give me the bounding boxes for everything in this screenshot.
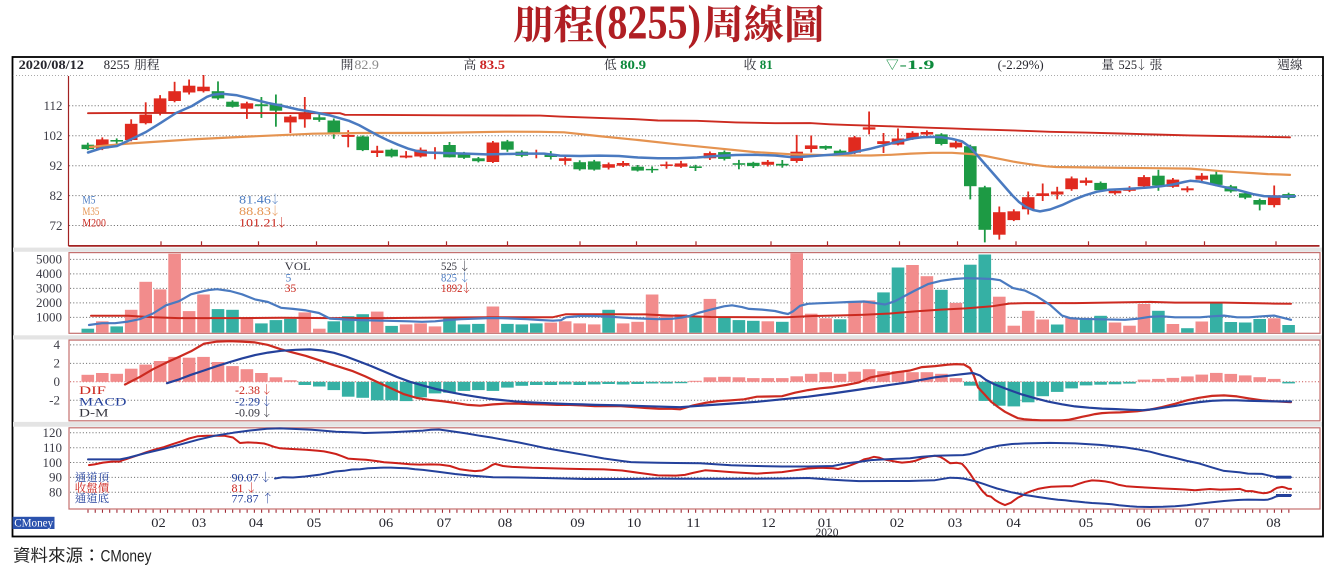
svg-text:102: 102	[43, 128, 63, 143]
svg-text:81: 81	[232, 481, 244, 495]
svg-text:825: 825	[441, 272, 457, 284]
svg-text:82: 82	[50, 188, 63, 203]
svg-text:08: 08	[498, 515, 513, 530]
svg-text:77.87: 77.87	[232, 491, 259, 505]
svg-text:M200: M200	[82, 218, 106, 230]
svg-text:83.5: 83.5	[480, 58, 506, 72]
svg-text:5000: 5000	[36, 252, 62, 267]
svg-text:3000: 3000	[36, 281, 62, 296]
svg-text:(8255): (8255)	[594, 0, 701, 49]
svg-text:110: 110	[43, 440, 62, 455]
svg-text:2: 2	[54, 356, 61, 371]
svg-text:VOL: VOL	[285, 261, 311, 273]
svg-text:88.83: 88.83	[239, 204, 271, 218]
svg-text:(-2.29%): (-2.29%)	[998, 58, 1044, 72]
svg-text:01: 01	[818, 515, 833, 530]
svg-text:81: 81	[760, 58, 773, 72]
svg-text:0: 0	[54, 374, 61, 389]
svg-text:8255: 8255	[104, 58, 130, 72]
svg-text:09: 09	[570, 515, 585, 530]
svg-text:D-M: D-M	[79, 405, 109, 419]
svg-text:35: 35	[285, 283, 297, 295]
svg-text:06: 06	[379, 515, 394, 530]
svg-text:72: 72	[50, 218, 63, 233]
svg-text:DIF: DIF	[79, 383, 106, 397]
svg-text:-2.38: -2.38	[235, 383, 260, 397]
svg-text:2020: 2020	[816, 527, 839, 539]
svg-text:92: 92	[50, 158, 63, 173]
svg-text:M35: M35	[82, 206, 99, 218]
svg-text:1892: 1892	[441, 283, 463, 295]
svg-text:80: 80	[49, 485, 62, 500]
svg-text:2020/08/12: 2020/08/12	[19, 58, 84, 72]
svg-text:5: 5	[286, 272, 292, 284]
svg-text:08: 08	[1266, 515, 1281, 530]
svg-text:03: 03	[948, 515, 963, 530]
svg-text:02: 02	[151, 515, 166, 530]
svg-text:525: 525	[441, 261, 457, 273]
svg-text:M5: M5	[82, 194, 95, 206]
svg-text:CMoney: CMoney	[101, 547, 152, 566]
svg-text:525: 525	[1119, 58, 1138, 72]
svg-text:112: 112	[43, 98, 62, 113]
svg-text:4: 4	[54, 337, 61, 352]
svg-text:82.9: 82.9	[354, 58, 379, 72]
svg-text:2000: 2000	[36, 295, 62, 310]
svg-text:-1.9: -1.9	[900, 58, 935, 72]
svg-text:1000: 1000	[36, 310, 62, 325]
svg-text:04: 04	[249, 515, 264, 530]
svg-text:MACD: MACD	[79, 395, 127, 409]
svg-text:4000: 4000	[36, 266, 62, 281]
svg-text:05: 05	[307, 515, 322, 530]
svg-text:11: 11	[686, 515, 701, 530]
svg-text:120: 120	[43, 425, 63, 440]
svg-text:-0.09: -0.09	[235, 405, 260, 419]
svg-text:-2: -2	[49, 393, 60, 408]
svg-text:101.21: 101.21	[239, 216, 278, 230]
svg-text:05: 05	[1079, 515, 1094, 530]
svg-text:02: 02	[890, 515, 905, 530]
svg-text:80.9: 80.9	[620, 58, 646, 72]
svg-text:-2.29: -2.29	[235, 395, 260, 409]
svg-text:03: 03	[192, 515, 207, 530]
svg-text:81.46: 81.46	[239, 192, 271, 206]
svg-text:10: 10	[627, 515, 642, 530]
svg-text:CMoney: CMoney	[14, 518, 53, 530]
svg-text:90.07: 90.07	[232, 470, 259, 484]
svg-text:90: 90	[49, 470, 62, 485]
svg-text:100: 100	[43, 455, 63, 470]
svg-text:07: 07	[437, 515, 452, 530]
svg-text:12: 12	[761, 515, 776, 530]
svg-text:06: 06	[1136, 515, 1151, 530]
svg-text:04: 04	[1006, 515, 1021, 530]
svg-text:07: 07	[1195, 515, 1210, 530]
